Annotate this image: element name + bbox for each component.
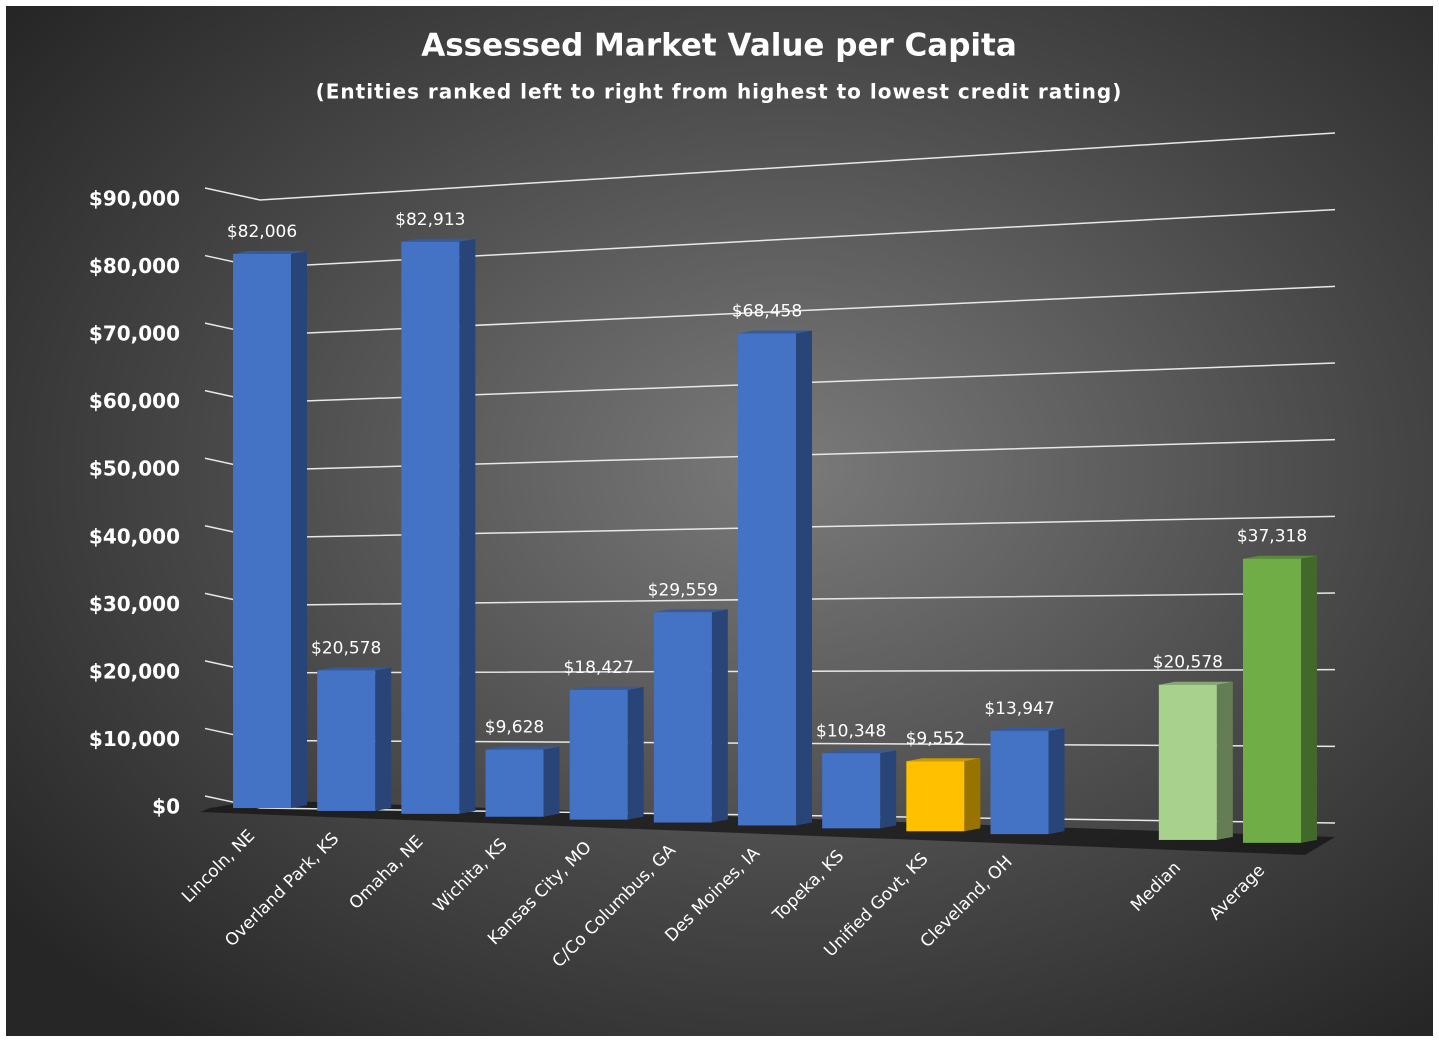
bar bbox=[1158, 684, 1217, 840]
bar bbox=[738, 333, 796, 826]
bar-top bbox=[653, 609, 728, 613]
y-tick-label: $30,000 bbox=[89, 592, 180, 616]
grid-line bbox=[204, 132, 1336, 201]
bar-top bbox=[990, 727, 1065, 731]
bar bbox=[822, 753, 881, 829]
bar-side bbox=[964, 758, 981, 832]
data-label: $13,947 bbox=[984, 699, 1054, 719]
chart-title: Assessed Market Value per Capita bbox=[421, 28, 1017, 64]
data-label: $68,458 bbox=[732, 302, 802, 322]
chart-subtitle: (Entities ranked left to right from high… bbox=[316, 80, 1123, 104]
bar-top bbox=[485, 746, 560, 750]
bar bbox=[990, 730, 1049, 835]
data-label: $82,006 bbox=[227, 222, 297, 242]
data-label: $9,628 bbox=[485, 718, 544, 738]
bar-top bbox=[317, 667, 392, 671]
floor bbox=[200, 800, 1335, 855]
bar-side bbox=[796, 330, 812, 826]
bar-side bbox=[1216, 681, 1233, 840]
y-tick-label: $10,000 bbox=[89, 727, 180, 751]
y-tick-label: $60,000 bbox=[89, 389, 180, 413]
y-tick-label: $90,000 bbox=[89, 187, 180, 211]
bar-side bbox=[459, 238, 476, 814]
data-label: $37,318 bbox=[1237, 527, 1307, 547]
bar bbox=[233, 253, 291, 809]
y-tick-label: $70,000 bbox=[89, 322, 180, 346]
bar-side bbox=[543, 746, 560, 817]
data-label: $18,427 bbox=[564, 658, 634, 678]
y-tick-label: $40,000 bbox=[89, 524, 180, 548]
bar-side bbox=[711, 609, 728, 823]
y-tick-label: $80,000 bbox=[89, 254, 180, 278]
bar-side bbox=[627, 686, 644, 820]
bar-side bbox=[1048, 727, 1065, 835]
data-label: $20,578 bbox=[311, 638, 381, 658]
data-label: $29,559 bbox=[648, 580, 718, 600]
bar-side bbox=[291, 250, 307, 809]
bar bbox=[569, 689, 628, 820]
bar bbox=[401, 241, 460, 814]
bar bbox=[906, 761, 965, 832]
bar-side bbox=[880, 750, 897, 829]
bar-side bbox=[1301, 555, 1317, 843]
y-tick-label: $0 bbox=[152, 795, 180, 819]
bar-top bbox=[906, 758, 981, 762]
bar bbox=[485, 749, 544, 817]
bar-top bbox=[233, 250, 307, 254]
bar-top bbox=[1243, 555, 1317, 559]
bar-side bbox=[375, 667, 392, 811]
bar-top bbox=[401, 238, 476, 242]
data-label: $20,578 bbox=[1153, 653, 1223, 673]
bar-top bbox=[569, 686, 644, 690]
y-tick-label: $20,000 bbox=[89, 659, 180, 683]
bar bbox=[1243, 558, 1301, 843]
bar bbox=[317, 670, 376, 811]
data-label: $82,913 bbox=[395, 210, 465, 230]
bar bbox=[653, 612, 712, 823]
data-label: $9,552 bbox=[906, 729, 965, 749]
bar-top bbox=[822, 750, 897, 754]
bar-top bbox=[738, 330, 812, 334]
data-label: $10,348 bbox=[816, 721, 886, 741]
bar-top bbox=[1158, 681, 1233, 685]
y-tick-label: $50,000 bbox=[89, 457, 180, 481]
